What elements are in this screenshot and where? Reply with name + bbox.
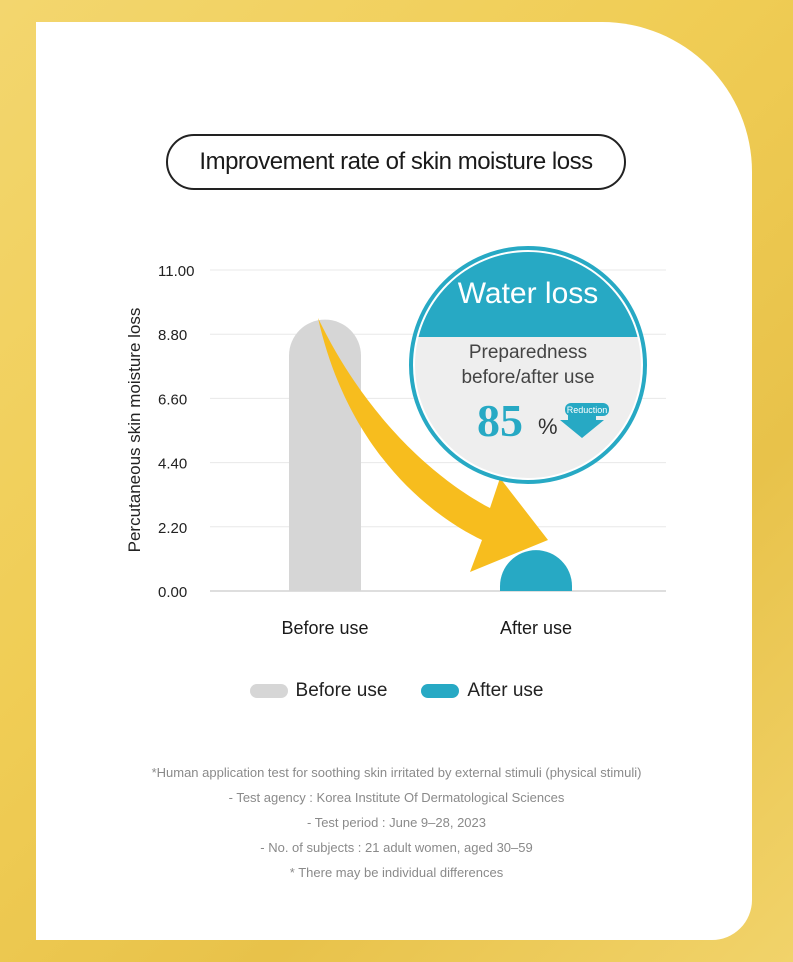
badge-line1: Preparedness [469, 342, 587, 363]
reduction-tag [565, 403, 609, 416]
legend-swatch-before [249, 684, 288, 698]
bar-before [289, 319, 361, 591]
y-tick-label: 11.00 [158, 263, 194, 280]
badge-unit: % [538, 414, 558, 439]
y-tick-label: 0.00 [158, 584, 187, 601]
footnotes: *Human application test for soothing ski… [0, 760, 793, 885]
footnote-line: - Test period : June 9–28, 2023 [307, 815, 486, 830]
legend-label-before: Before use [295, 680, 388, 701]
chart-legend: Before use After use [0, 680, 793, 702]
y-tick-label: 2.20 [158, 520, 187, 537]
footnote-line: - No. of subjects : 21 adult women, aged… [260, 840, 533, 855]
footnote-line: * There may be individual differences [289, 865, 504, 880]
y-axis-label: Percutaneous skin moisture loss [125, 308, 144, 553]
legend-item-before: Before use [249, 680, 388, 702]
footnote-line: - Test agency : Korea Institute Of Derma… [228, 790, 565, 805]
y-tick-label: 4.40 [158, 456, 187, 473]
legend-swatch-after [421, 684, 460, 698]
x-tick-label: After use [500, 618, 572, 638]
legend-item-after: After use [421, 680, 543, 702]
down-arrow-icon [560, 411, 604, 438]
reduction-tag-label: Reduction [567, 405, 608, 415]
y-tick-label: 6.60 [158, 391, 187, 408]
content-card [36, 22, 752, 940]
bar-after [500, 550, 572, 591]
footnote-line: *Human application test for soothing ski… [151, 765, 642, 780]
badge-value: 85 [477, 395, 523, 446]
chart-title: Improvement rate of skin moisture loss [166, 134, 626, 190]
reduction-arrow [318, 318, 548, 572]
badge-title: Water loss [458, 277, 599, 310]
y-tick-label: 8.80 [158, 327, 187, 344]
badge-line2: before/after use [461, 367, 594, 388]
legend-label-after: After use [467, 680, 544, 701]
x-tick-label: Before use [281, 618, 368, 638]
